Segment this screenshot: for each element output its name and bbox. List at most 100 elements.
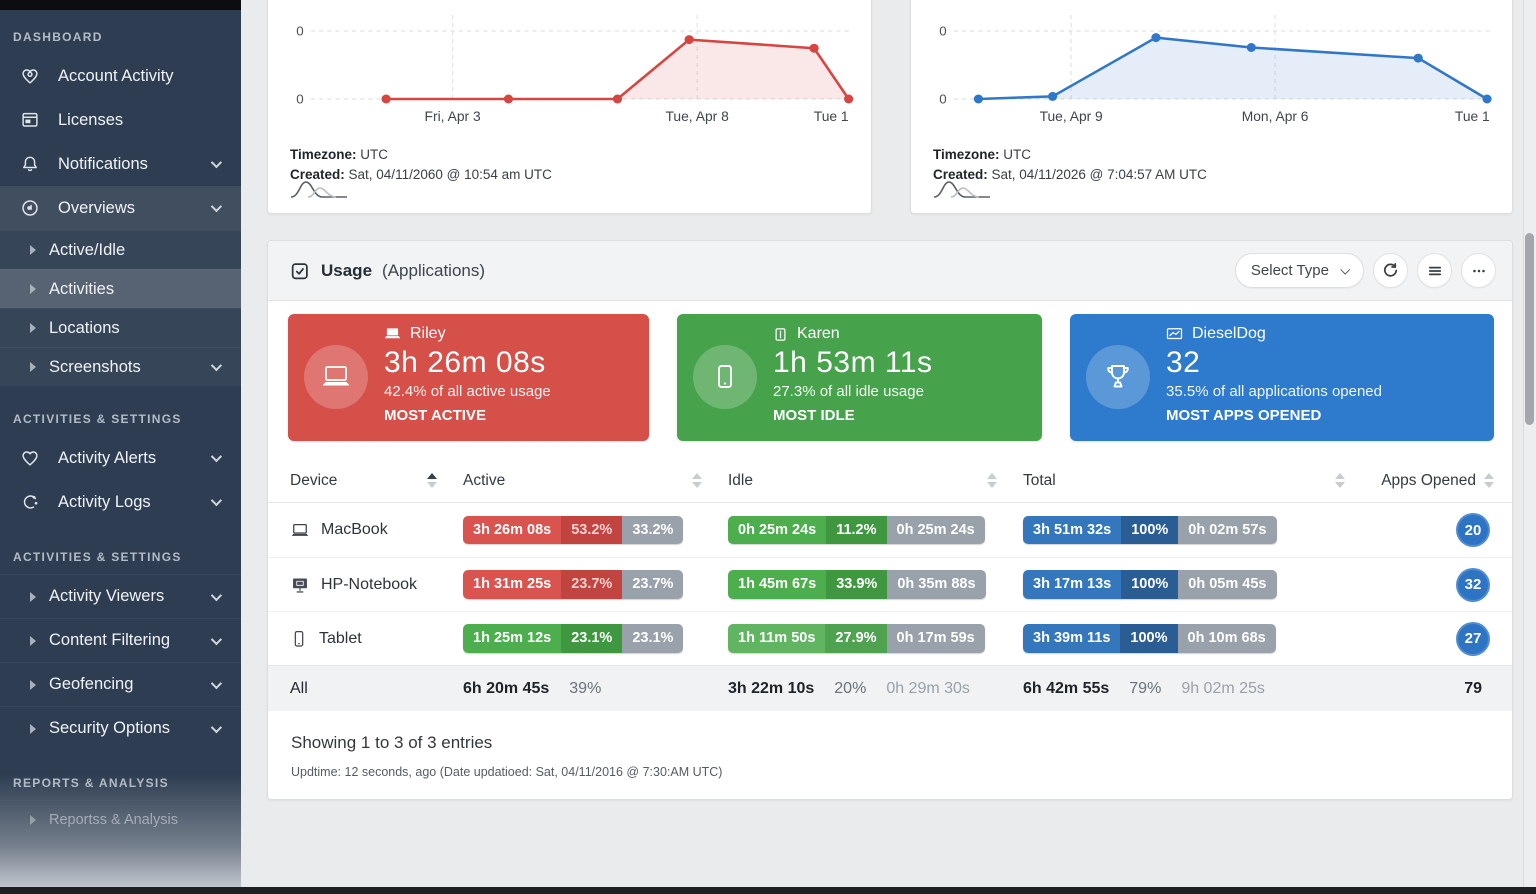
sidebar-item-label: Activities <box>49 279 115 298</box>
sort-arrows-icon[interactable] <box>1484 473 1494 488</box>
sidebar-item-notifications[interactable]: Notifications <box>0 142 241 186</box>
sidebar-item-geofencing[interactable]: Geofencing <box>0 662 241 706</box>
activity-line-chart-left[interactable]: 0 0 Fri, Apr 3 Tue, Apr 8 Tue 1 <box>276 1 863 137</box>
active-chip: 1h 31m 25s 23.7% 23.7% <box>463 570 684 599</box>
sidebar-item-label: Content Filtering <box>49 631 171 649</box>
activity-line-chart-right[interactable]: 0 0 Tue, Apr 9 Mon, Apr 6 Tue 1 <box>919 1 1504 137</box>
sort-arrows-icon[interactable] <box>1335 473 1345 488</box>
usage-subtitle: (Applications) <box>382 260 486 280</box>
chevron-down-icon <box>210 359 223 372</box>
active-chip: 1h 25m 12s 23.1% 23.1% <box>463 624 684 653</box>
sidebar-top-bar <box>0 0 241 10</box>
sidebar-section-reports: REPORTS & ANALYSIS <box>13 776 169 790</box>
ellipsis-icon <box>1472 269 1485 272</box>
sidebar-item-label: Account Activity <box>58 66 174 85</box>
card-tag: MOST ACTIVE <box>384 407 486 424</box>
column-header-device[interactable]: Device <box>290 472 463 490</box>
sidebar-item-overviews[interactable]: Overviews <box>0 186 241 230</box>
triangle-right-icon <box>30 679 36 690</box>
sidebar-item-locations[interactable]: Locations <box>0 308 241 347</box>
menu-button[interactable] <box>1417 253 1452 288</box>
triangle-right-icon <box>30 723 36 734</box>
select-type-label: Select Type <box>1250 262 1329 279</box>
sidebar-item-licenses[interactable]: Licenses <box>0 98 241 142</box>
sidebar-item-label: Active/Idle <box>49 240 126 259</box>
card-tag: MOST IDLE <box>773 407 855 424</box>
sidebar-item-activities[interactable]: Activities <box>0 269 241 308</box>
svg-text:0: 0 <box>296 92 303 107</box>
sidebar-item-content-filtering[interactable]: Content Filtering <box>0 618 241 662</box>
card-percent: 27.3% of all idle usage <box>773 383 924 400</box>
apps-opened-badge: 20 <box>1456 513 1490 547</box>
sort-arrows-icon[interactable] <box>987 473 997 488</box>
sidebar-item-activity-logs[interactable]: Activity Logs <box>0 480 241 524</box>
device-name: MacBook <box>321 521 388 538</box>
sidebar-item-label: Geofencing <box>49 675 134 693</box>
total-chip: 3h 17m 13s 100% 0h 05m 45s <box>1023 570 1277 599</box>
all-label: All <box>290 679 308 697</box>
sidebar-item-label: Notifications <box>58 154 148 173</box>
sidebar-item-security-options[interactable]: Security Options <box>0 706 241 750</box>
table-row-tablet[interactable]: Tablet 1h 25m 12s 23.1% 23.1% 1h 11m 50s 27… <box>268 611 1512 665</box>
most-active-card[interactable]: Riley 3h 26m 08s 42.4% of all active usa… <box>288 314 649 441</box>
created-value: Sat, 04/11/2060 @ 10:54 am UTC <box>348 166 552 182</box>
table-row-macbook[interactable]: MacBook 3h 26m 08s 53.2% 33.2% 0h 25m 24s 1… <box>268 503 1512 557</box>
chevron-down-icon <box>210 721 223 733</box>
svg-text:Tue 1: Tue 1 <box>1455 109 1490 124</box>
vertical-scrollbar-thumb[interactable] <box>1525 233 1534 425</box>
sort-arrows-icon[interactable] <box>427 473 437 488</box>
sidebar-item-activity-alerts[interactable]: Activity Alerts <box>0 436 241 480</box>
triangle-right-icon <box>30 635 36 646</box>
timezone-value: UTC <box>1003 147 1032 162</box>
column-label: Active <box>463 471 506 489</box>
timezone-label: Timezone: <box>290 147 357 162</box>
usage-title: Usage <box>321 260 373 280</box>
sidebar-item-account-activity[interactable]: Account Activity <box>0 54 241 98</box>
sort-arrows-icon[interactable] <box>692 473 702 488</box>
table-row-hp-notebook[interactable]: HP-Notebook 1h 31m 25s 23.7% 23.7% 1h 45m … <box>268 557 1512 611</box>
sidebar-item-label: Licenses <box>58 110 124 129</box>
sidebar-item-label: Activity Alerts <box>58 448 157 467</box>
refresh-button[interactable] <box>1373 253 1408 288</box>
most-idle-card[interactable]: Karen 1h 53m 11s 27.3% of all idle usage… <box>677 314 1042 441</box>
svg-text:0: 0 <box>939 24 946 39</box>
card-device-name: Karen <box>797 325 840 342</box>
apps-opened-badge: 27 <box>1456 621 1490 656</box>
card-percent: 35.5% of all applications opened <box>1166 383 1382 400</box>
tablet-small-icon <box>775 327 786 341</box>
card-tag: MOST APPS OPENED <box>1166 407 1322 424</box>
svg-text:Fri, Apr 3: Fri, Apr 3 <box>425 109 481 124</box>
activity-log-icon <box>18 490 42 514</box>
more-options-button[interactable] <box>1461 253 1496 288</box>
check-square-icon <box>289 260 311 282</box>
card-device-name: DieselDog <box>1192 325 1266 342</box>
vertical-scrollbar-track[interactable] <box>1523 0 1536 887</box>
select-type-dropdown[interactable]: Select Type <box>1234 253 1364 288</box>
column-header-active[interactable]: Active <box>463 472 728 490</box>
laptop-small-icon <box>384 328 401 339</box>
usage-table-header: Device Active Idle Total Apps Opened <box>268 459 1512 503</box>
column-header-idle[interactable]: Idle <box>728 472 1023 490</box>
all-apps-count: 79 <box>1464 679 1482 697</box>
triangle-right-icon <box>30 815 36 825</box>
sidebar-item-screenshots[interactable]: Screenshots <box>0 347 241 386</box>
refresh-icon <box>1383 262 1398 277</box>
svg-text:0: 0 <box>939 92 946 107</box>
all-idle-pct: 20% <box>834 679 867 697</box>
most-apps-opened-card[interactable]: DieselDog 32 35.5% of all applications o… <box>1070 314 1494 441</box>
sidebar-item-activity-viewers[interactable]: Activity Viewers <box>0 574 241 618</box>
chevron-down-icon <box>210 156 223 169</box>
column-label: Apps Opened <box>1381 471 1476 489</box>
sidebar-overviews-subgroup: Active/Idle Activities Locations Screens… <box>0 230 241 386</box>
sidebar-item-reports-analysis[interactable]: Reportss & Analysis <box>0 800 241 839</box>
triangle-right-icon <box>30 323 36 333</box>
column-header-apps-opened[interactable]: Apps Opened <box>1371 472 1494 490</box>
column-header-total[interactable]: Total <box>1023 472 1371 490</box>
sidebar-item-active-idle[interactable]: Active/Idle <box>0 230 241 269</box>
idle-chip: 1h 45m 67s 33.9% 0h 35m 88s <box>728 570 986 599</box>
triangle-right-icon <box>30 591 36 602</box>
created-value: Sat, 04/11/2026 @ 7:04:57 AM UTC <box>991 166 1207 182</box>
chart-panel-left: 0 0 Fri, Apr 3 Tue, Apr 8 Tue 1 Timezone: UT… <box>267 0 872 214</box>
sidebar-section-dashboard: DASHBOARD <box>13 30 103 44</box>
